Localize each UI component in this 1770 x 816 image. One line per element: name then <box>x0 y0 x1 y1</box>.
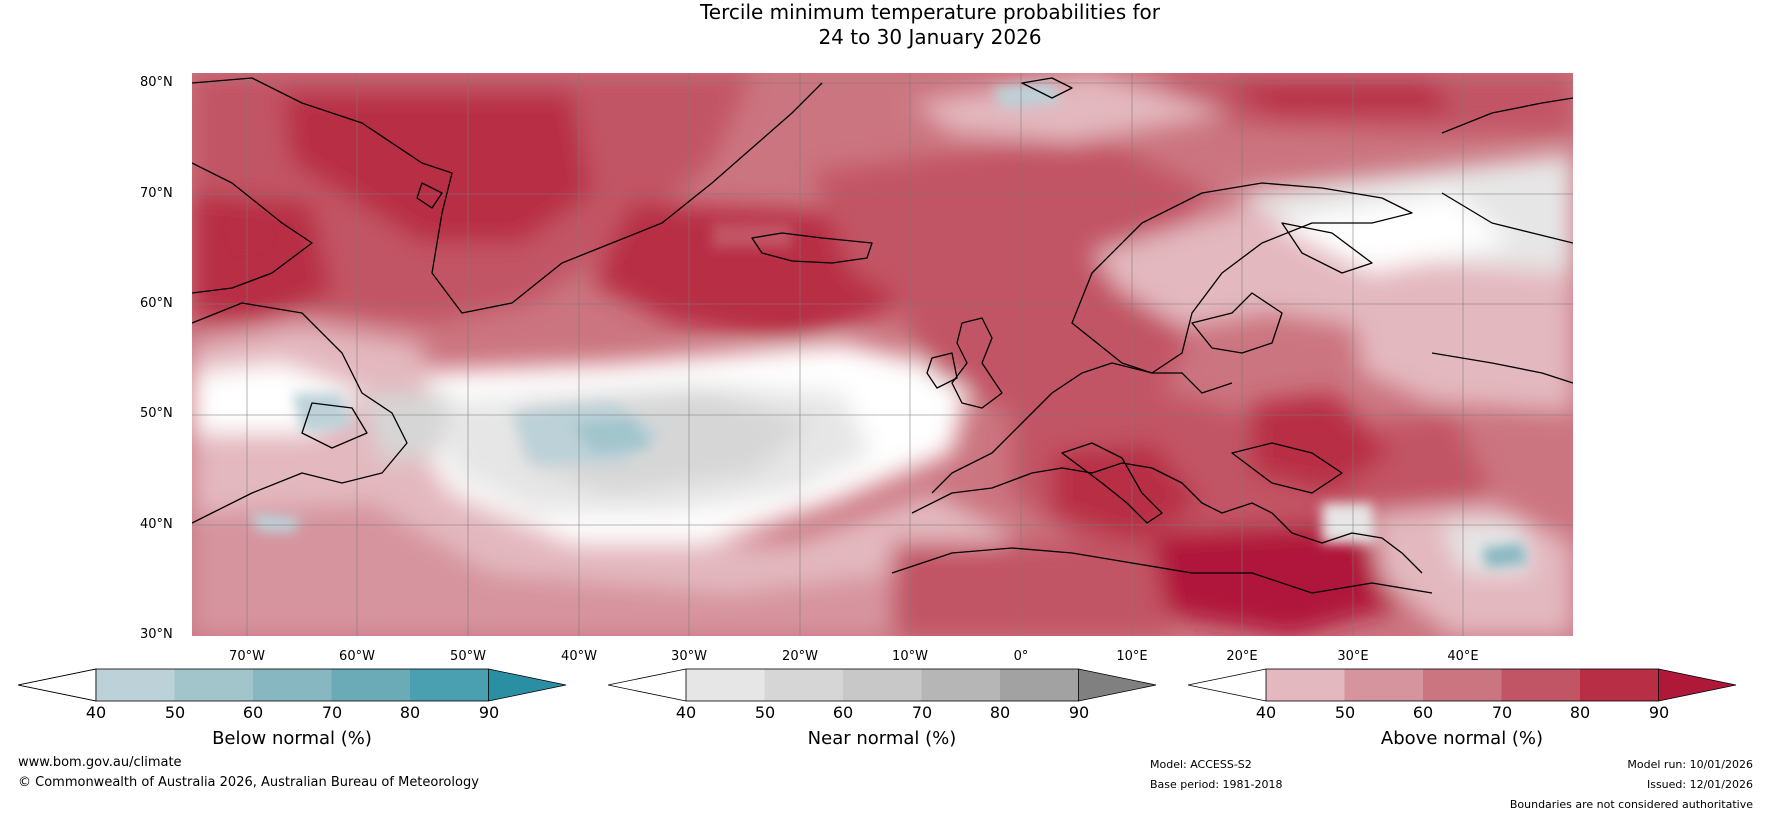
colorbar-below-max-triangle <box>488 669 566 701</box>
colorbar-below-bin-5 <box>410 669 489 701</box>
colorbar-near-bin-3 <box>843 669 922 701</box>
legend-near-normal <box>607 667 1158 707</box>
above-tick-80: 80 <box>1569 703 1591 722</box>
lat-label-30n: 30°N <box>140 627 173 642</box>
below-tick-50: 50 <box>164 703 186 722</box>
iceland-coast <box>751 232 873 264</box>
lon-label-40e: 40°E <box>1447 649 1479 664</box>
near-tick-60: 60 <box>832 703 854 722</box>
above-tick-90: 90 <box>1648 703 1670 722</box>
colorbar-near-bin-4 <box>921 669 1000 701</box>
colorbar-above-bin-2 <box>1344 669 1423 701</box>
near-tick-80: 80 <box>989 703 1011 722</box>
near-tick-90: 90 <box>1068 703 1090 722</box>
near-tick-50: 50 <box>754 703 776 722</box>
greenland-coast <box>192 77 823 314</box>
disclaimer-text: Boundaries are not considered authoritat… <box>1509 798 1753 811</box>
colorbar-near-min-triangle <box>608 669 686 701</box>
colorbar-above-min-triangle <box>1188 669 1266 701</box>
lon-label-70w: 70°W <box>229 649 265 664</box>
lon-label-0: 0° <box>1013 649 1029 664</box>
below-tick-70: 70 <box>321 703 343 722</box>
lat-label-70n: 70°N <box>140 186 173 201</box>
colorbar-near-bin-1 <box>686 669 765 701</box>
coastlines <box>192 77 1573 594</box>
lon-label-30e: 30°E <box>1337 649 1369 664</box>
copyright-text: © Commonwealth of Australia 2026, Austra… <box>18 775 479 790</box>
website-link[interactable]: www.bom.gov.au/climate <box>18 755 182 770</box>
colorbar-above-bin-5 <box>1580 669 1659 701</box>
above-normal-label: Above normal (%) <box>1380 728 1544 749</box>
near-normal-label: Near normal (%) <box>807 728 957 749</box>
below-tick-80: 80 <box>399 703 421 722</box>
below-normal-label: Below normal (%) <box>212 728 372 749</box>
colorbar-near-bin-2 <box>764 669 843 701</box>
colorbar-above <box>1187 668 1737 702</box>
above-tick-50: 50 <box>1334 703 1356 722</box>
map-title: Tercile minimum temperature probabilitie… <box>0 0 1770 50</box>
colorbar-above-max-triangle <box>1658 669 1736 701</box>
colorbar-near-bin-5 <box>1000 669 1079 701</box>
colorbar-below-bin-4 <box>331 669 410 701</box>
near-tick-40: 40 <box>675 703 697 722</box>
lon-label-10e: 10°E <box>1116 649 1148 664</box>
map-svg <box>192 73 1573 636</box>
graticule <box>192 73 1573 636</box>
below-tick-40: 40 <box>85 703 107 722</box>
colorbar-above-bin-3 <box>1423 669 1502 701</box>
colorbar-below-bin-3 <box>253 669 332 701</box>
colorbar-near <box>607 668 1157 702</box>
model-run-text: Model run: 10/01/2026 <box>1627 758 1753 771</box>
issued-text: Issued: 12/01/2026 <box>1646 778 1753 791</box>
lat-label-80n: 80°N <box>140 75 173 90</box>
colorbar-below-bin-1 <box>96 669 175 701</box>
colorbar-near-max-triangle <box>1078 669 1156 701</box>
lon-label-10w: 10°W <box>892 649 928 664</box>
lon-label-20w: 20°W <box>782 649 818 664</box>
below-tick-60: 60 <box>242 703 264 722</box>
colorbar-below-min-triangle <box>17 668 97 702</box>
colorbar-below-bin-2 <box>174 669 253 701</box>
model-text: Model: ACCESS-S2 <box>1150 758 1252 771</box>
lat-label-40n: 40°N <box>140 517 173 532</box>
legend-below-normal <box>17 667 568 707</box>
above-tick-70: 70 <box>1491 703 1513 722</box>
lat-label-60n: 60°N <box>140 296 173 311</box>
lon-label-50w: 50°W <box>450 649 486 664</box>
colorbar-above-bin-4 <box>1501 669 1580 701</box>
above-tick-60: 60 <box>1412 703 1434 722</box>
legend-above-normal <box>1187 667 1738 707</box>
title-line-2: 24 to 30 January 2026 <box>818 25 1042 49</box>
lon-label-40w: 40°W <box>561 649 597 664</box>
below-tick-90: 90 <box>478 703 500 722</box>
lon-label-20e: 20°E <box>1226 649 1258 664</box>
colorbar-below <box>17 668 567 702</box>
lat-label-50n: 50°N <box>140 406 173 421</box>
lon-label-30w: 30°W <box>671 649 707 664</box>
base-period-text: Base period: 1981-2018 <box>1150 778 1283 791</box>
near-tick-70: 70 <box>911 703 933 722</box>
above-tick-40: 40 <box>1255 703 1277 722</box>
title-line-1: Tercile minimum temperature probabilitie… <box>699 0 1161 24</box>
lon-label-60w: 60°W <box>339 649 375 664</box>
britain-coast <box>951 317 1003 409</box>
colorbar-above-bin-1 <box>1266 669 1345 701</box>
probability-map <box>192 73 1573 636</box>
